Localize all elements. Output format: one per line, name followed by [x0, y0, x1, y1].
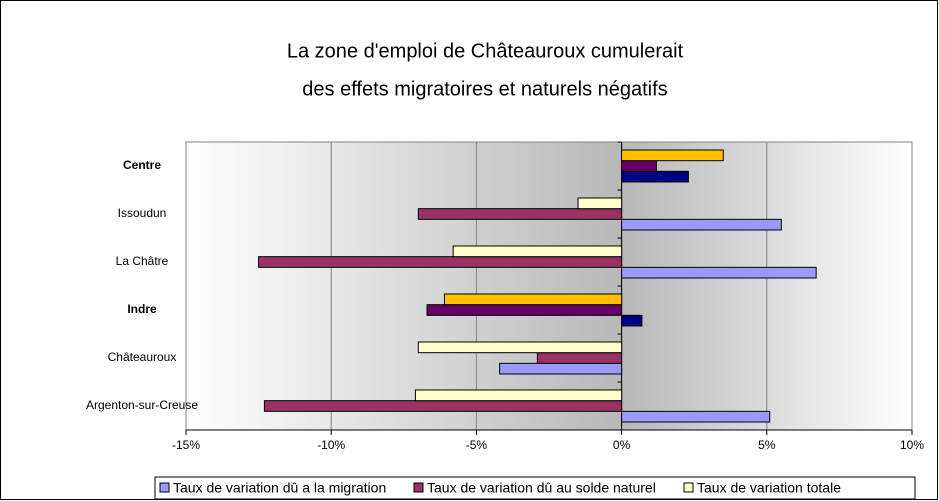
x-tick-label: 5% [758, 438, 776, 452]
x-tick-label: 10% [900, 438, 924, 452]
legend-label: Taux de variation dû a la migration [173, 480, 386, 496]
bar [426, 304, 623, 316]
bar [621, 410, 771, 423]
bar [452, 245, 623, 258]
bar [577, 197, 623, 210]
bar [536, 352, 623, 364]
x-tick-label: -10% [317, 438, 345, 452]
y-tick-label: Indre [127, 302, 157, 316]
bar [621, 149, 724, 162]
y-tick-label: Issoudun [118, 206, 167, 220]
plot-area [185, 141, 913, 431]
bar [621, 218, 782, 231]
bar [621, 314, 643, 327]
x-tick-label: 0% [613, 438, 631, 452]
bar [417, 208, 623, 220]
bar [263, 400, 623, 412]
bar [443, 293, 623, 306]
y-tick-label: Châteauroux [108, 350, 177, 364]
legend-swatch [683, 482, 694, 493]
legend-box [154, 476, 916, 500]
x-tick-label: -5% [466, 438, 488, 452]
bar [621, 170, 689, 183]
chart-title: La zone d'emploi de Châteauroux cumulera… [287, 40, 684, 62]
y-tick-label: Centre [123, 158, 161, 172]
bar [258, 256, 623, 268]
legend-swatch [413, 482, 424, 493]
y-tick-label: Argenton-sur-Creuse [86, 398, 198, 412]
x-tick-label: -15% [172, 438, 200, 452]
bar [621, 266, 817, 279]
y-tick-label: La Châtre [116, 254, 169, 268]
legend-swatch [159, 482, 170, 493]
bar [417, 341, 623, 354]
legend-label: Taux de variation totale [697, 480, 841, 496]
bar [499, 362, 623, 375]
legend-label: Taux de variation dû au solde naturel [427, 480, 656, 496]
chart-title: des effets migratoires et naturels négat… [302, 78, 667, 100]
bar [414, 389, 623, 402]
bar [621, 160, 657, 172]
